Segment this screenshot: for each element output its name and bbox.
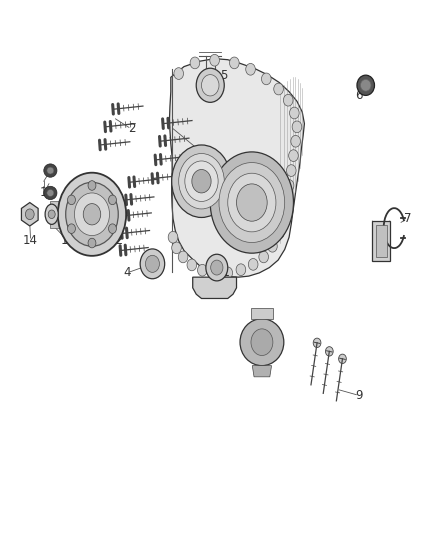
Circle shape	[283, 94, 293, 106]
Circle shape	[282, 196, 292, 207]
Circle shape	[236, 264, 246, 276]
Ellipse shape	[240, 319, 284, 366]
Circle shape	[210, 152, 293, 253]
Circle shape	[201, 75, 219, 96]
Text: 5: 5	[220, 69, 227, 82]
Polygon shape	[170, 59, 304, 277]
Ellipse shape	[44, 164, 57, 177]
Text: 6: 6	[355, 90, 363, 102]
Circle shape	[198, 264, 207, 276]
Ellipse shape	[44, 186, 57, 200]
Ellipse shape	[45, 204, 58, 224]
Ellipse shape	[47, 167, 54, 174]
Polygon shape	[50, 201, 74, 228]
Circle shape	[284, 180, 294, 191]
Circle shape	[339, 354, 346, 364]
Circle shape	[230, 57, 239, 69]
Circle shape	[58, 173, 126, 256]
Circle shape	[261, 73, 271, 85]
Circle shape	[289, 150, 298, 161]
Circle shape	[286, 165, 296, 176]
Text: 10: 10	[255, 316, 270, 329]
Polygon shape	[251, 308, 273, 319]
Bar	[372, 221, 390, 261]
Ellipse shape	[357, 75, 374, 95]
Text: 2: 2	[127, 123, 135, 135]
Circle shape	[168, 231, 178, 243]
Text: 1: 1	[40, 187, 48, 199]
Circle shape	[196, 68, 224, 102]
Text: 4: 4	[123, 266, 131, 279]
Circle shape	[275, 227, 284, 239]
Text: 8: 8	[378, 244, 385, 257]
Polygon shape	[193, 277, 237, 298]
Circle shape	[179, 154, 224, 209]
Circle shape	[228, 173, 276, 232]
Circle shape	[292, 121, 302, 133]
Circle shape	[67, 224, 75, 233]
Circle shape	[88, 238, 96, 248]
Circle shape	[248, 259, 258, 270]
Text: 11: 11	[216, 266, 231, 279]
Circle shape	[74, 193, 110, 236]
Circle shape	[290, 107, 299, 119]
Circle shape	[313, 338, 321, 348]
Circle shape	[140, 249, 165, 279]
Text: 9: 9	[355, 389, 363, 402]
Circle shape	[246, 63, 255, 75]
Circle shape	[211, 260, 223, 275]
Circle shape	[172, 145, 231, 217]
Circle shape	[219, 163, 285, 243]
Circle shape	[174, 68, 184, 79]
Ellipse shape	[360, 79, 371, 91]
Circle shape	[206, 254, 228, 281]
Circle shape	[210, 267, 219, 279]
Circle shape	[268, 240, 277, 252]
Circle shape	[251, 329, 273, 356]
Circle shape	[187, 259, 197, 271]
Circle shape	[259, 251, 268, 263]
Circle shape	[325, 346, 333, 356]
Circle shape	[67, 195, 75, 205]
Circle shape	[223, 267, 233, 279]
Polygon shape	[21, 203, 38, 226]
Circle shape	[66, 182, 118, 246]
Circle shape	[25, 209, 34, 220]
Circle shape	[172, 242, 181, 254]
Circle shape	[178, 251, 188, 263]
Circle shape	[109, 195, 117, 205]
Text: 7: 7	[403, 212, 411, 225]
Circle shape	[210, 54, 219, 66]
Text: 3: 3	[196, 144, 203, 157]
Circle shape	[291, 135, 300, 147]
Circle shape	[145, 255, 159, 272]
Circle shape	[274, 83, 283, 95]
Circle shape	[190, 57, 200, 69]
Text: 13: 13	[60, 235, 75, 247]
Circle shape	[83, 204, 101, 225]
Ellipse shape	[47, 189, 54, 196]
Circle shape	[88, 181, 96, 190]
Text: 14: 14	[23, 235, 38, 247]
Circle shape	[237, 184, 267, 221]
Circle shape	[48, 210, 55, 219]
Circle shape	[185, 161, 218, 201]
Circle shape	[109, 224, 117, 233]
Bar	[376, 225, 387, 257]
Circle shape	[279, 212, 289, 223]
Polygon shape	[252, 366, 272, 377]
Text: 12: 12	[109, 235, 124, 247]
Circle shape	[192, 169, 211, 193]
